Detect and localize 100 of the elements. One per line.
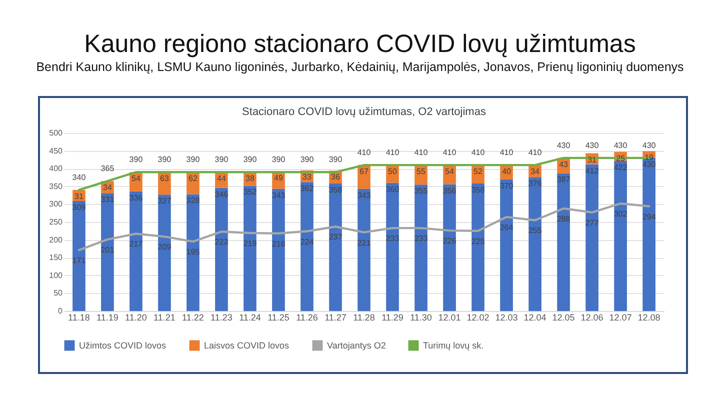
data-label: 422 (614, 162, 628, 172)
data-label: 410 (528, 148, 542, 158)
data-label: 352 (243, 188, 258, 197)
data-label: 412 (585, 166, 600, 176)
data-label: 390 (129, 155, 144, 164)
bar (614, 160, 627, 311)
data-label: 343 (357, 190, 372, 200)
bar (272, 188, 285, 311)
x-tick-label: 11.28 (353, 312, 375, 322)
data-label: 355 (414, 186, 428, 196)
data-label: 225 (471, 236, 486, 246)
data-label: 390 (158, 155, 172, 164)
bar (557, 173, 570, 311)
data-label: 376 (528, 179, 542, 188)
x-tick-label: 12.08 (638, 312, 660, 322)
data-label: 171 (72, 256, 86, 266)
data-label: 34 (530, 167, 540, 176)
data-label: 67 (360, 167, 369, 176)
data-label: 19 (644, 153, 654, 162)
bar (130, 191, 142, 311)
data-label: 410 (414, 148, 428, 158)
data-label: 219 (243, 239, 258, 248)
x-tick-label: 12.05 (552, 312, 575, 322)
bar (244, 186, 256, 311)
data-label: 430 (585, 140, 600, 150)
bar (101, 193, 114, 311)
data-label: 49 (274, 173, 284, 182)
data-label: 390 (272, 155, 286, 164)
data-label: 221 (357, 238, 372, 248)
y-tick-label: 300 (49, 200, 64, 209)
data-label: 390 (214, 155, 229, 164)
y-tick-label: 100 (49, 270, 64, 280)
data-label: 201 (100, 245, 115, 254)
data-label: 410 (386, 148, 400, 158)
data-label: 387 (556, 175, 571, 184)
data-label: 237 (328, 232, 343, 242)
x-tick-label: 11.30 (410, 312, 432, 322)
data-label: 264 (500, 223, 514, 232)
bar (472, 184, 484, 311)
data-label: 410 (357, 148, 372, 158)
x-tick-label: 11.27 (324, 312, 346, 322)
y-tick-label: 0 (58, 306, 64, 316)
data-label: 255 (528, 226, 542, 236)
chart-title: Kauno regiono stacionaro COVID lovų užimtumas (83, 30, 637, 58)
data-label: 430 (614, 140, 628, 150)
x-tick-label: 11.20 (125, 312, 147, 322)
data-label: 390 (300, 155, 314, 164)
data-label: 327 (158, 196, 172, 206)
data-label: 233 (414, 234, 428, 244)
data-label: 336 (129, 193, 144, 202)
bar (186, 194, 200, 311)
data-label: 430 (642, 160, 656, 169)
y-tick-label: 200 (49, 235, 64, 244)
data-label: 43 (559, 160, 569, 169)
x-tick-label: 12.03 (495, 312, 518, 322)
data-label: 390 (328, 155, 343, 164)
data-label: 410 (471, 148, 486, 158)
data-label: 358 (471, 186, 486, 195)
y-tick-label: 50 (54, 288, 64, 298)
y-tick-label: 350 (49, 182, 64, 191)
data-label: 430 (642, 140, 656, 150)
x-tick-label: 11.23 (210, 312, 232, 322)
data-label: 63 (160, 174, 170, 184)
y-tick-label: 500 (49, 128, 64, 138)
y-tick-label: 400 (49, 164, 64, 174)
x-tick-label: 12.04 (524, 312, 546, 322)
data-label: 33 (302, 172, 312, 182)
bar (386, 182, 399, 311)
data-label: 226 (442, 236, 457, 246)
data-label: 233 (386, 234, 400, 244)
bar (215, 188, 228, 311)
x-tick-label: 11.25 (268, 312, 290, 322)
chart-subtitle: Bendri Kauno klinikų, LSMU Kauno ligoninės, Jurbarko, Kėdainių, Marijampolės, Jonavos, Prienų ligoninių duomenys (35, 60, 685, 74)
x-tick-label: 11.24 (239, 312, 261, 322)
x-tick-label: 11.22 (182, 312, 204, 322)
data-label: 55 (416, 167, 426, 176)
data-label: 370 (500, 181, 514, 190)
text: Stacionaro COVID lovų užimtumas, O2 vartojimas (242, 106, 486, 118)
y-tick-label: 250 (49, 218, 64, 226)
bar (586, 164, 598, 311)
bar (329, 184, 342, 311)
data-label: 62 (188, 174, 198, 184)
bar (414, 184, 428, 311)
bar (300, 182, 314, 311)
bar (158, 194, 171, 311)
y-tick-label: 450 (49, 146, 64, 156)
data-label: 309 (72, 202, 86, 212)
legend-label: Vartojantys O2 (327, 340, 386, 351)
x-tick-label: 11.19 (96, 312, 118, 322)
data-label: 362 (300, 184, 314, 194)
data-label: 209 (158, 242, 172, 252)
x-tick-label: 12.02 (466, 312, 490, 322)
data-label: 390 (243, 155, 258, 164)
data-label: 40 (502, 167, 512, 176)
x-tick-label: 12.07 (609, 312, 632, 322)
data-label: 52 (474, 167, 484, 176)
bar (72, 200, 86, 311)
data-label: 294 (642, 212, 656, 222)
data-label: 288 (556, 214, 571, 224)
x-tick-label: 12.01 (438, 312, 461, 322)
